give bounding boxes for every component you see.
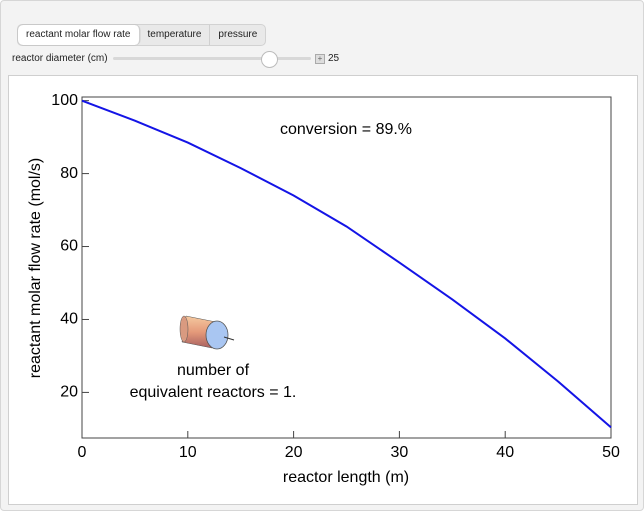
slider-expand[interactable]: + bbox=[315, 54, 325, 64]
x-tick-label: 30 bbox=[391, 444, 409, 461]
tab[interactable]: temperature bbox=[140, 25, 211, 45]
tab-bar: reactant molar flow rate temperature press… bbox=[17, 24, 267, 46]
reactor-icon bbox=[179, 315, 235, 350]
plot-frame bbox=[81, 96, 612, 439]
plot-panel bbox=[8, 75, 638, 505]
y-tick-label: 40 bbox=[60, 311, 78, 328]
y-tick-label: 100 bbox=[51, 92, 78, 109]
tab[interactable]: pressure bbox=[218, 29, 258, 40]
tab[interactable]: reactant molar flow rate bbox=[18, 25, 140, 45]
slider-track[interactable] bbox=[113, 57, 311, 60]
slider-knob[interactable] bbox=[261, 51, 278, 68]
x-tick-label: 10 bbox=[179, 444, 197, 461]
slider-value: 25 bbox=[328, 53, 340, 64]
annotation: equivalent reactors = 1. bbox=[130, 384, 297, 401]
x-tick-label: 0 bbox=[78, 444, 87, 461]
x-tick-label: 20 bbox=[285, 444, 303, 461]
y-tick-label: 60 bbox=[60, 238, 78, 255]
x-tick-label: 50 bbox=[602, 444, 620, 461]
annotation: number of bbox=[177, 362, 250, 379]
data-line bbox=[81, 99, 612, 429]
annotation: conversion = 89.% bbox=[280, 121, 412, 138]
y-tick-label: 20 bbox=[60, 384, 78, 401]
y-axis-label: reactant molar flow rate (mol/s) bbox=[27, 158, 44, 379]
x-axis-label: reactor length (m) bbox=[283, 469, 409, 486]
y-tick-label: 80 bbox=[60, 165, 78, 182]
slider-label: reactor diameter (cm) bbox=[12, 53, 108, 64]
x-tick-label: 40 bbox=[496, 444, 514, 461]
